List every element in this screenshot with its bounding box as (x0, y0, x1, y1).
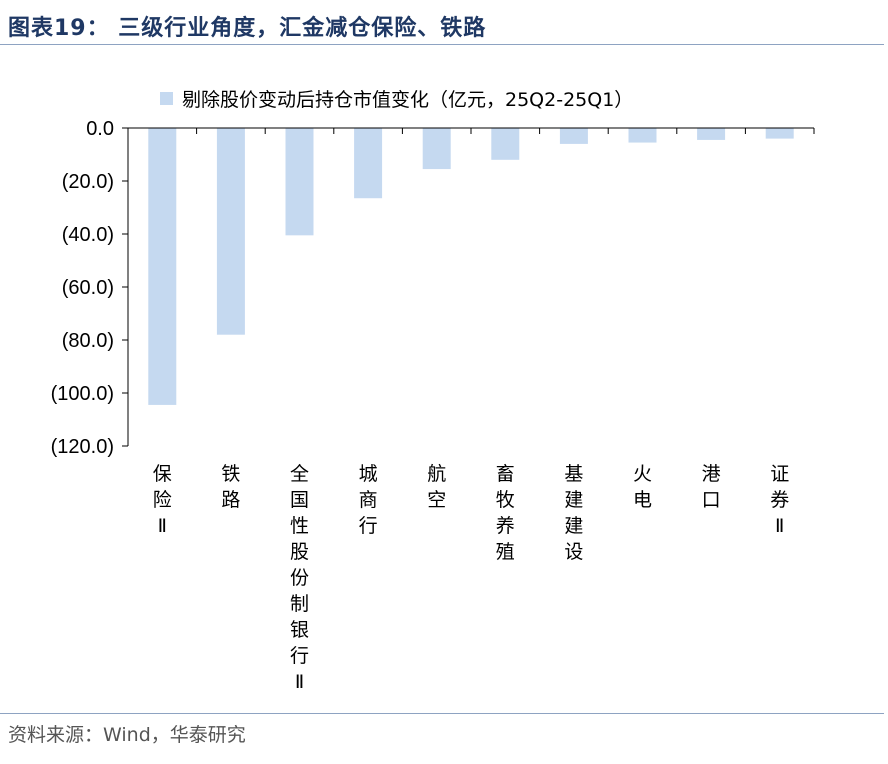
bar (148, 128, 177, 405)
bar (285, 128, 314, 236)
bar (559, 128, 588, 144)
y-tick-label: (100.0) (51, 383, 114, 405)
category-label: 火电 (633, 463, 652, 511)
category-label: 证券 Ⅱ (770, 463, 789, 537)
category-label: 畜牧养殖 (496, 463, 515, 563)
title-divider (0, 44, 884, 45)
source-note: 资料来源：Wind，华泰研究 (8, 724, 246, 746)
x-axis-labels: 保险 Ⅱ 铁路 全国性股份制银行 Ⅱ 城商行 航空 畜牧养殖 基建建设 火电 港口 证券 Ⅱ (153, 463, 789, 693)
bar (491, 128, 520, 160)
bar (765, 128, 794, 139)
chart-legend: 剔除股价变动后持仓市值变化（亿元，25Q2-25Q1） (160, 89, 633, 111)
category-label: 全国性股份制银行 Ⅱ (290, 463, 309, 693)
category-label: 基建建设 (564, 463, 583, 563)
bar (628, 128, 657, 143)
page-title: 图表19： 三级行业角度，汇金减仓保险、铁路 (8, 16, 487, 41)
category-label: 航空 (427, 463, 446, 511)
category-label: 铁路 (221, 463, 240, 511)
y-tick-label: (60.0) (62, 277, 114, 299)
legend-label: 剔除股价变动后持仓市值变化（亿元，25Q2-25Q1） (182, 89, 633, 111)
bar (216, 128, 245, 335)
bar (422, 128, 451, 170)
bar-series (148, 128, 794, 405)
y-tick-label: (120.0) (51, 436, 114, 458)
category-label: 城商行 (359, 463, 378, 537)
category-label: 港口 (702, 463, 721, 511)
footer-divider (0, 713, 884, 714)
y-axis-ticks: 0.0 (20.0) (40.0) (60.0) (80.0) (100.0) (120.0… (51, 118, 128, 458)
y-tick-label: (80.0) (62, 330, 114, 352)
bar (354, 128, 383, 199)
bar-chart: 剔除股价变动后持仓市值变化（亿元，25Q2-25Q1） 0.0 (20.0) (40… (51, 89, 815, 693)
bar (697, 128, 726, 140)
y-tick-label: (40.0) (62, 224, 114, 246)
y-tick-label: (20.0) (62, 171, 114, 193)
y-tick-label: 0.0 (86, 118, 114, 140)
category-label: 保险 Ⅱ (153, 463, 172, 537)
legend-swatch (160, 92, 173, 105)
